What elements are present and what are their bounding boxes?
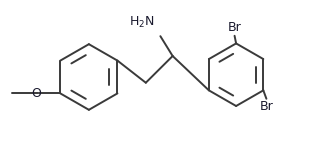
Text: O: O	[31, 87, 41, 100]
Text: Br: Br	[228, 21, 242, 34]
Text: H$_2$N: H$_2$N	[129, 15, 154, 30]
Text: Br: Br	[259, 100, 273, 113]
